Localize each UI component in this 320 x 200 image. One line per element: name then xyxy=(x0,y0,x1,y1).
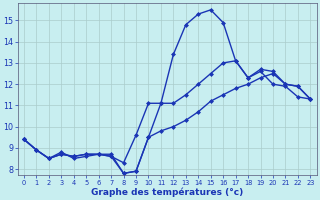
X-axis label: Graphe des températures (°c): Graphe des températures (°c) xyxy=(91,187,243,197)
